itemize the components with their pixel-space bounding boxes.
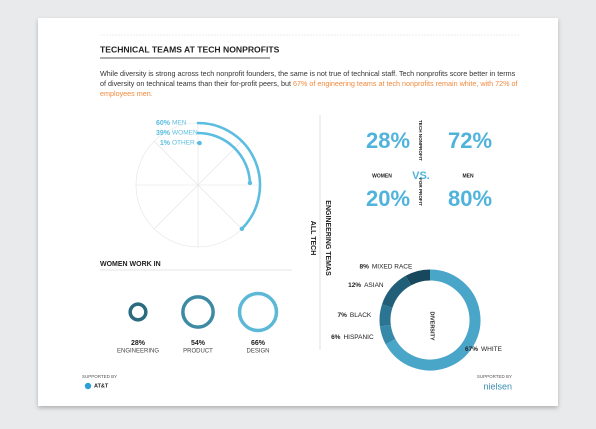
big-value: 28%: [366, 128, 410, 153]
radial-bar: [196, 121, 262, 231]
donut-name: WHITE: [481, 346, 503, 353]
donut-label: 6% HISPANIC: [331, 334, 374, 341]
sponsor: AT&T: [94, 383, 109, 389]
title: TECHNICAL TEAMS AT TECH NONPROFITS: [100, 44, 280, 54]
donut-title: DIVERSITY: [429, 311, 435, 340]
donut-value: 6%: [331, 334, 341, 341]
donut-label: 7% BLACK: [338, 312, 372, 319]
ring-name: ENGINEERING: [117, 349, 159, 355]
section-label: ENGINEERING TEMAS: [324, 200, 331, 276]
row-label: TECH NONPROFIT: [418, 120, 423, 161]
intro-highlight: 67% of engineering teams at tech nonprof…: [100, 79, 518, 98]
radial-value: 1%: [160, 140, 171, 147]
radial-end: [247, 180, 253, 186]
col-label: WOMEN: [372, 173, 392, 179]
sponsor-label: SUPPORTED BY: [477, 374, 512, 379]
intro: While diversity is strong across tech no…: [100, 69, 518, 99]
vs: VS.: [412, 170, 430, 182]
donut-value: 12%: [348, 282, 361, 289]
donut-label: 8% MIXED RACE: [359, 263, 413, 270]
donut-segment: [379, 304, 393, 327]
donut-segment: [381, 275, 412, 309]
donut-name: ASIAN: [364, 282, 384, 289]
radial-value: 60%: [156, 120, 171, 127]
big-value: 20%: [366, 186, 410, 211]
row-label: FOR PROFIT: [418, 178, 423, 206]
big-value: 72%: [448, 128, 492, 153]
radial-name: MEN: [172, 120, 187, 127]
col-label: MEN: [462, 173, 474, 179]
ring-value: 28%: [131, 340, 146, 347]
ring-name: PRODUCT: [183, 349, 213, 355]
donut-name: MIXED RACE: [372, 263, 413, 270]
sponsor-label: SUPPORTED BY: [82, 374, 117, 379]
ring-value: 66%: [251, 340, 266, 347]
att-logo: [84, 382, 92, 390]
radial-end: [197, 140, 202, 146]
big-value: 80%: [448, 186, 492, 211]
ring-name: DESIGN: [246, 349, 269, 355]
donut-name: HISPANIC: [343, 334, 374, 341]
ring: [237, 291, 279, 333]
radial-name: WOMEN: [172, 130, 198, 137]
ring: [181, 295, 215, 329]
section-title: WOMEN WORK IN: [100, 261, 161, 268]
ring: [128, 302, 148, 322]
donut-value: 8%: [359, 263, 369, 270]
radial-bar: [196, 131, 252, 185]
ring-value: 54%: [191, 340, 206, 347]
donut-segment: [405, 269, 431, 286]
donut-value: 7%: [338, 312, 348, 319]
intro-text: While diversity is strong across tech no…: [100, 69, 516, 88]
donut-label: 12% ASIAN: [348, 282, 384, 289]
donut-value: 67%: [465, 346, 478, 353]
donut-segment: [379, 324, 396, 345]
donut-name: BLACK: [350, 312, 372, 319]
radial-end: [239, 226, 245, 232]
section-label: ALL TECH: [309, 221, 316, 255]
donut-segment: [385, 269, 481, 371]
radial-name: OTHER: [172, 140, 195, 147]
radial-value: 39%: [156, 130, 171, 137]
sponsor: nielsen: [483, 381, 512, 391]
donut-label: 67% WHITE: [465, 346, 503, 353]
